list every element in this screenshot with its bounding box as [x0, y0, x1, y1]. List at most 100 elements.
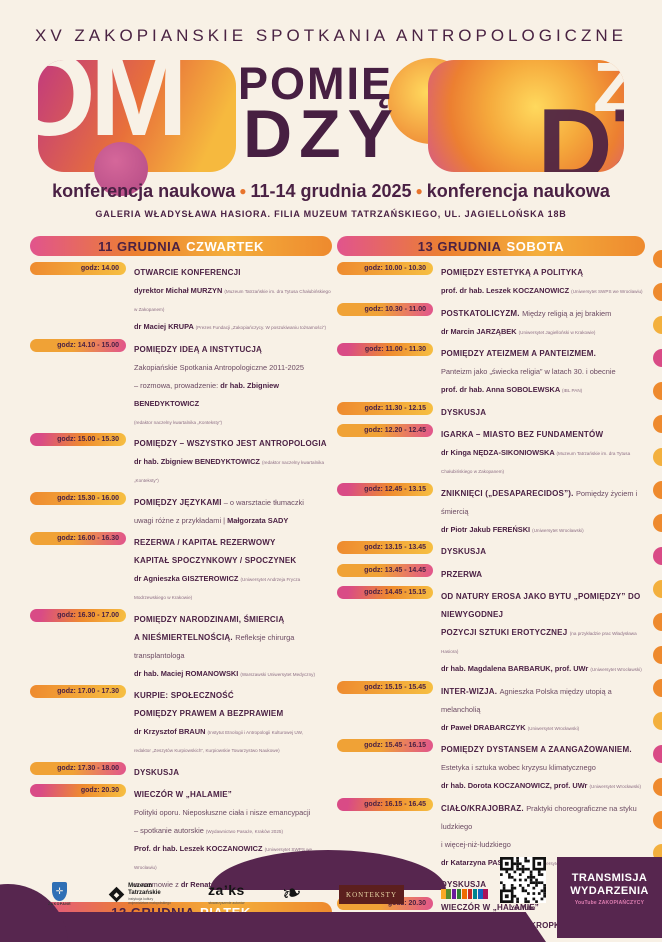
session-line: POSTKATOLICYZM. Między religią a jej bra…	[441, 303, 645, 321]
affiliation: (Uniwersytet Wrocławski)	[589, 784, 641, 789]
mosaic-tile	[478, 894, 483, 900]
session-title: POMIĘDZY ESTETYKĄ A POLITYKĄ	[441, 268, 584, 277]
session-title: OD NATURY EROSA JAKO BYTU „POMIĘDZY” DO …	[441, 592, 641, 619]
time-cell: godz: 14.00	[30, 262, 126, 334]
session-line: WIECZÓR W „HALAMIE”	[441, 897, 645, 915]
session-text: – o warsztacie tłumaczki	[221, 497, 304, 507]
schedule-row: godz: 17.30 - 18.00 DYSKUSJA	[30, 761, 332, 780]
tagline: konferencja naukowa ● 11-14 grudnia 2025 ● k…	[0, 181, 662, 202]
muzeum-name-2: Tatrzańskie	[128, 889, 161, 896]
session-line: INTER-WIZJA. Agnieszka Polska między uto…	[441, 681, 645, 717]
session-title: KURPIE: SPOŁECZNOŚĆ	[134, 691, 234, 700]
time-cell: godz: 20.30	[30, 784, 126, 892]
time-pill: godz: 11.00 - 11.30	[337, 343, 433, 356]
poster-kicker: XV ZAKOPIANSKIE SPOTKANIA ANTROPOLOGICZN…	[35, 26, 627, 45]
session-text: – spotkanie autorskie	[134, 826, 206, 835]
mosaic-tile	[472, 894, 478, 900]
day-header-label: CZWARTEK	[186, 238, 264, 254]
session-text: – rozmowa, prowadzenie:	[134, 380, 221, 390]
session-title: POMIĘDZY DYSTANSEM A ZAANGAŻOWANIEM.	[441, 745, 632, 754]
time-cell: godz: 13.15 - 13.45	[337, 541, 433, 559]
session-content: KURPIE: SPOŁECZNOŚĆ POMIĘDZY PRAWEM A BEZ…	[134, 685, 332, 757]
schedule-row: godz: 15.00 - 15.30 POMIĘDZY – WSZYSTKO J…	[30, 433, 332, 487]
day-header: 13 GRUDNIA SOBOTA	[337, 236, 645, 256]
speaker-name: dr Krzysztof BRAUN	[134, 727, 208, 736]
time-cell: godz: 10.00 - 10.30	[337, 262, 433, 298]
session-line: uwagi różne z przykładami | Małgorzata S…	[134, 510, 332, 528]
time-pill: godz: 11.30 - 12.15	[337, 401, 433, 415]
affiliation: (Uniwersytet Jagielloński w Krakowie)	[518, 329, 596, 335]
session-line: POMIĘDZY JĘZYKAMI – o warsztacie tłumacz…	[134, 492, 332, 510]
muzeum-diamond-icon	[108, 886, 125, 902]
session-title: DYSKUSJA	[441, 880, 487, 889]
speaker-name: dr hab. Maciej ROMANOWSKI	[134, 668, 241, 678]
time-cell: godz: 15.45 - 16.15	[337, 739, 433, 793]
session-content: POMIĘDZY JĘZYKAMI – o warsztacie tłumacz…	[134, 492, 332, 528]
session-title: IGARKA – MIASTO BEZ FUNDAMENTÓW	[441, 430, 604, 439]
session-line: KAPITAŁ SPOCZYNKOWY / SPOCZYNEK	[134, 550, 332, 568]
edge-dot	[653, 613, 662, 631]
session-line: redaktor „Zeszytów Kurpiowskich”, Kurpio…	[134, 739, 332, 757]
session-content: OD NATURY EROSA JAKO BYTU „POMIĘDZY” DO …	[441, 586, 645, 676]
affiliation: (Wydawnictwo Pasaże, Kraków 2025)	[205, 829, 283, 834]
time-pill: godz: 16.00 - 16.30	[30, 532, 126, 545]
time-cell: godz: 14.10 - 15.00	[30, 338, 126, 429]
mosaic-tile	[441, 888, 446, 894]
session-line: prof. dr hab. Anna SOBOLEWSKA (IBL PAN)	[441, 379, 645, 397]
transmission-subtitle: YouTube ZAKOPIAŃCZYCY	[574, 899, 645, 906]
session-content: POSTKATOLICYZM. Między religią a jej bra…	[441, 303, 645, 339]
day-header: 11 GRUDNIA CZWARTEK	[30, 236, 332, 256]
time-cell: godz: 13.45 - 14.45	[337, 563, 433, 582]
affiliation: redaktor „Zeszytów Kurpiowskich”, Kurpio…	[134, 748, 280, 753]
session-line: dr Marcin JARZĄBEK (Uniwersytet Jagiello…	[441, 321, 645, 339]
edge-dot	[653, 316, 662, 334]
speaker-name: prof. dr hab. Leszek KOCZANOWICZ	[441, 286, 572, 295]
day-header-label: SOBOTA	[506, 238, 565, 254]
edge-dot	[653, 481, 662, 499]
session-content: POMIĘDZY IDEĄ A INSTYTUCJĄ Zakopiańskie S…	[134, 339, 332, 429]
session-title: POMIĘDZY PRAWEM A BEZPRAWIEM	[134, 709, 284, 718]
session-line: OTWARCIE KONFERENCJI	[134, 262, 332, 280]
session-line: IGARKA – MIASTO BEZ FUNDAMENTÓW	[441, 424, 645, 442]
schedule-row: godz: 11.30 - 12.15 DYSKUSJA	[337, 401, 645, 420]
session-content: DYSKUSJA	[134, 762, 332, 780]
title-artwork: OM Z DZ POMIĘ DZY	[0, 56, 662, 196]
affiliation: (Muzeum Tatrzańskie im. dra Tytusa Chału…	[134, 289, 331, 312]
venue-line: GALERIA WŁADYSŁAWA HASIORA. FILIA MUZEUM…	[95, 209, 567, 219]
session-line: dr Maciej KRUPA (Prezes Fundacji „Zakopi…	[134, 316, 332, 334]
session-line: dr hab. Dorota KOCZANOWICZ, prof. UWr (U…	[441, 775, 645, 793]
affiliation: (Uniwersytet Wrocławski)	[532, 527, 584, 533]
affiliation: (Uniwersytet SWPS we Wrocławiu)	[134, 847, 313, 870]
session-text: Polityki oporu. Nieposłuszne ciała i nis…	[134, 808, 311, 817]
time-pill: godz: 14.10 - 15.00	[30, 338, 126, 352]
time-cell: godz: 15.30 - 16.00	[30, 491, 126, 528]
mosaic-tile	[446, 894, 451, 900]
session-line: prof. dr hab. Leszek KOCZANOWICZ (Uniwer…	[441, 280, 645, 298]
qr-code	[500, 857, 546, 903]
speaker-name: dr Paweł DRABARCZYK	[441, 722, 528, 732]
speaker-name: dr Piotr Jakub FEREŃSKI	[441, 524, 533, 534]
edge-dot	[653, 415, 662, 433]
session-line: dr hab. Maciej ROMANOWSKI (Warszawski Un…	[134, 663, 332, 681]
time-cell: godz: 12.45 - 13.15	[337, 482, 433, 537]
transmission-line-1: TRANSMISJA	[571, 872, 648, 884]
speaker-name: dr hab. Magdalena BARBARUK, prof. UWr	[441, 664, 591, 673]
session-line: DYSKUSJA	[441, 541, 645, 559]
schedule-row: godz: 13.45 - 14.45 PRZERWA	[337, 563, 645, 582]
session-text: w rozmowie z	[134, 880, 181, 889]
session-line: – spotkanie autorskie (Wydawnictwo Pasaż…	[134, 820, 332, 838]
session-line: POMIĘDZY DYSTANSEM A ZAANGAŻOWANIEM.	[441, 739, 645, 757]
edge-dot	[653, 712, 662, 730]
time-pill: godz: 16.30 - 17.00	[30, 608, 126, 622]
session-content: DYSKUSJA	[441, 874, 645, 892]
mosaic-tile	[456, 894, 462, 900]
konteksty-logo: KONTEKSTY	[339, 884, 405, 904]
speaker-name: dr hab. Zbigniew BENEDYKTOWICZ	[134, 380, 279, 408]
qr-block: YouTube	[499, 857, 547, 912]
schedule-row: godz: 10.30 - 11.00 POSTKATOLICYZM. Międz…	[337, 302, 645, 339]
session-line: CIAŁO/KRAJOBRAZ. Praktyki choreograficzn…	[441, 798, 645, 834]
time-pill: godz: 16.15 - 16.45	[337, 797, 433, 811]
edge-dot	[653, 679, 662, 697]
session-line: POMIĘDZY PRAWEM A BEZPRAWIEM	[134, 703, 332, 721]
speaker-name: dr hab. Dorota KOCZANOWICZ, prof. UWr	[441, 781, 590, 790]
